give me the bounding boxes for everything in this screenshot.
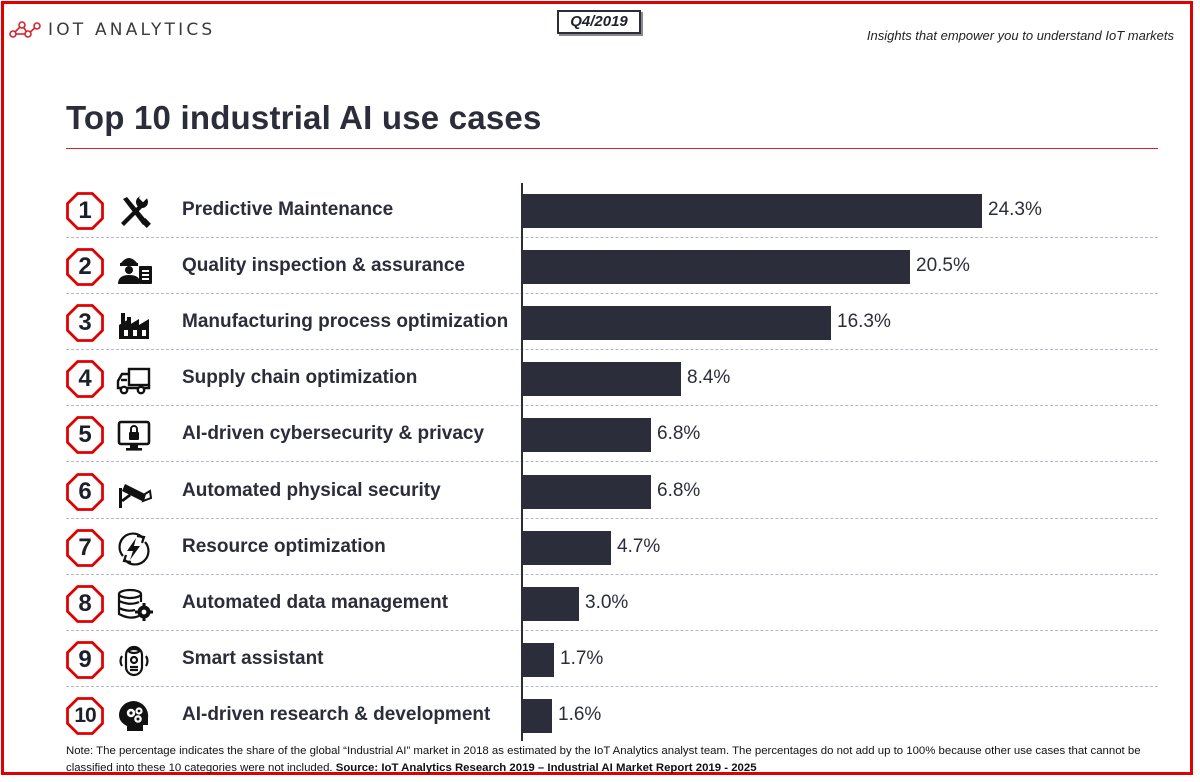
logo: IOT ANALYTICS (8, 16, 215, 44)
rank-number: 7 (78, 533, 92, 561)
rank-number: 10 (74, 703, 96, 727)
category-label: Resource optimization (182, 535, 386, 557)
chart-row: 2 Quality inspection & assurance 20.5% (0, 238, 1200, 295)
quarter-badge: Q4/2019 (557, 10, 641, 34)
bar (522, 642, 554, 677)
chart-row: 5 AI-driven cybersecurity & privacy 6.8% (0, 406, 1200, 463)
value-label: 16.3% (837, 311, 891, 333)
rank-badge: 6 (66, 472, 104, 511)
bar (522, 418, 651, 453)
category-label: Manufacturing process optimization (182, 311, 509, 333)
bar (522, 474, 651, 509)
y-axis-line (521, 183, 523, 741)
rank-number: 1 (78, 197, 92, 224)
energy-bolt-icon (114, 530, 154, 566)
rank-number: 3 (78, 309, 92, 337)
category-label: AI-driven research & development (182, 703, 491, 725)
row-divider (66, 685, 1158, 687)
rank-badge: 4 (66, 360, 104, 399)
rank-number: 9 (78, 645, 92, 673)
rank-badge: 10 (66, 697, 104, 735)
footnote-note: Note: The percentage indicates the share… (66, 745, 1141, 774)
footnote: Note: The percentage indicates the share… (66, 743, 1166, 777)
rank-number: 8 (78, 589, 92, 617)
category-label: Supply chain optimization (182, 367, 418, 389)
chart-row: 6 Automated physical security 6.8% (0, 463, 1200, 519)
value-label: 6.8% (657, 423, 701, 445)
row-divider (66, 573, 1158, 575)
row-divider (66, 293, 1158, 295)
rank-badge: 1 (66, 192, 104, 230)
truck-icon (114, 361, 154, 397)
chart-row: 3 Manufacturing process optimization 16.3% (0, 294, 1200, 351)
row-divider (66, 349, 1158, 351)
footnote-source: Source: IoT Analytics Research 2019 – In… (335, 762, 757, 774)
tagline: Insights that empower you to understand … (866, 28, 1174, 43)
rank-badge: 8 (66, 584, 104, 623)
category-label: Automated physical security (182, 479, 441, 501)
rank-badge: 2 (66, 248, 104, 286)
bar (522, 530, 611, 565)
value-label: 4.7% (617, 535, 661, 557)
chart-row: 10 AI-driven research & development 1.6% (0, 687, 1200, 743)
bar (522, 586, 579, 621)
rank-number: 5 (78, 421, 92, 449)
rank-badge: 9 (66, 640, 104, 679)
rank-number: 2 (78, 253, 92, 281)
chart-row: 9 Smart assistant 1.7% (0, 631, 1200, 687)
row-divider (66, 629, 1158, 631)
row-divider (66, 237, 1158, 238)
database-gear-icon (114, 586, 154, 622)
chart-title: Top 10 industrial AI use cases (66, 99, 542, 136)
rank-badge: 5 (66, 416, 104, 455)
rank-number: 4 (78, 365, 92, 393)
monitor-lock-icon (114, 417, 154, 453)
bar (522, 306, 831, 341)
category-label: Predictive Maintenance (182, 199, 394, 220)
logo-network-icon (9, 21, 41, 38)
rank-badge: 3 (66, 304, 104, 343)
row-divider (66, 405, 1158, 407)
chart-row: 1 Predictive Maintenance 24.3% (0, 182, 1200, 238)
category-label: Smart assistant (182, 647, 324, 669)
category-label: Quality inspection & assurance (182, 255, 465, 277)
value-label: 1.6% (558, 703, 602, 725)
wrench-screwdriver-icon (114, 193, 154, 229)
bar (522, 250, 910, 285)
row-divider (66, 461, 1158, 463)
brain-head-icon (114, 698, 154, 734)
category-label: AI-driven cybersecurity & privacy (182, 423, 485, 445)
value-label: 6.8% (657, 479, 701, 501)
value-label: 8.4% (687, 367, 731, 389)
category-label: Automated data management (182, 591, 449, 613)
chart-row: 8 Automated data management 3.0% (0, 575, 1200, 631)
value-label: 3.0% (585, 591, 629, 613)
title-divider (66, 148, 1158, 149)
logo-text: IOT ANALYTICS (48, 20, 216, 40)
smart-speaker-icon (114, 642, 154, 678)
bar (522, 362, 681, 397)
chart-row: 4 Supply chain optimization 8.4% (0, 350, 1200, 407)
rank-number: 6 (78, 477, 92, 505)
value-label: 24.3% (988, 199, 1042, 220)
factory-icon (114, 305, 154, 341)
security-camera-icon (114, 474, 154, 510)
bar (522, 698, 552, 733)
value-label: 1.7% (560, 647, 604, 669)
chart-row: 7 Resource optimization 4.7% (0, 519, 1200, 575)
worker-clipboard-icon (114, 249, 154, 285)
row-divider (66, 517, 1158, 519)
rank-badge: 7 (66, 528, 104, 567)
bar (522, 194, 982, 228)
value-label: 20.5% (916, 255, 970, 277)
